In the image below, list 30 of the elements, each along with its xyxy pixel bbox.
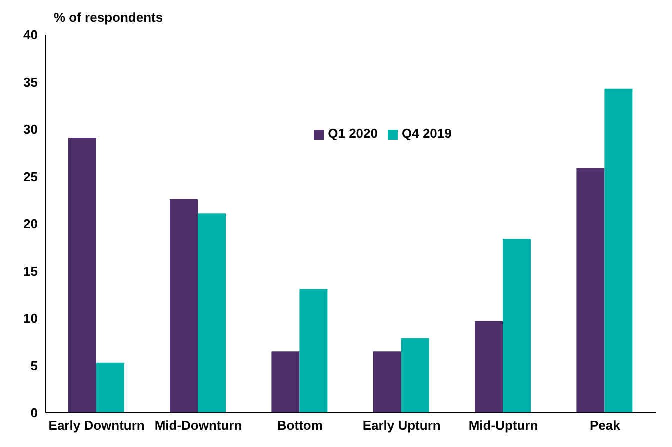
bar xyxy=(68,138,96,413)
bar xyxy=(503,239,532,413)
bar xyxy=(373,352,402,413)
y-tick-label: 35 xyxy=(24,74,38,90)
y-tick-label: 40 xyxy=(24,28,38,43)
x-tick-label: Early Upturn xyxy=(362,418,441,434)
bar xyxy=(198,214,226,413)
y-tick-label: 30 xyxy=(24,122,38,138)
bar xyxy=(401,338,430,413)
x-tick-label: Mid-Upturn xyxy=(468,418,538,434)
bar xyxy=(300,289,328,413)
bar xyxy=(272,352,300,413)
y-tick-label: 10 xyxy=(24,311,38,326)
bar xyxy=(475,321,504,413)
legend-label: Q4 2019 xyxy=(402,126,452,141)
y-tick-label: 15 xyxy=(24,264,38,279)
y-tick-label: 0 xyxy=(30,406,38,421)
bar xyxy=(576,168,605,413)
x-tick-label: Early Downturn xyxy=(48,418,145,434)
y-axis-title: % of respondents xyxy=(54,10,164,25)
x-tick-label: Peak xyxy=(590,418,622,434)
y-tick-label: 5 xyxy=(30,358,38,374)
bar xyxy=(96,362,124,413)
legend-label: Q1 2020 xyxy=(328,126,378,141)
y-tick-label: 25 xyxy=(24,169,38,184)
bar xyxy=(604,88,633,413)
bar xyxy=(170,199,198,413)
x-tick-label: Bottom xyxy=(277,418,323,434)
y-tick-label: 20 xyxy=(24,216,38,232)
x-tick-label: Mid-Downturn xyxy=(154,418,242,434)
